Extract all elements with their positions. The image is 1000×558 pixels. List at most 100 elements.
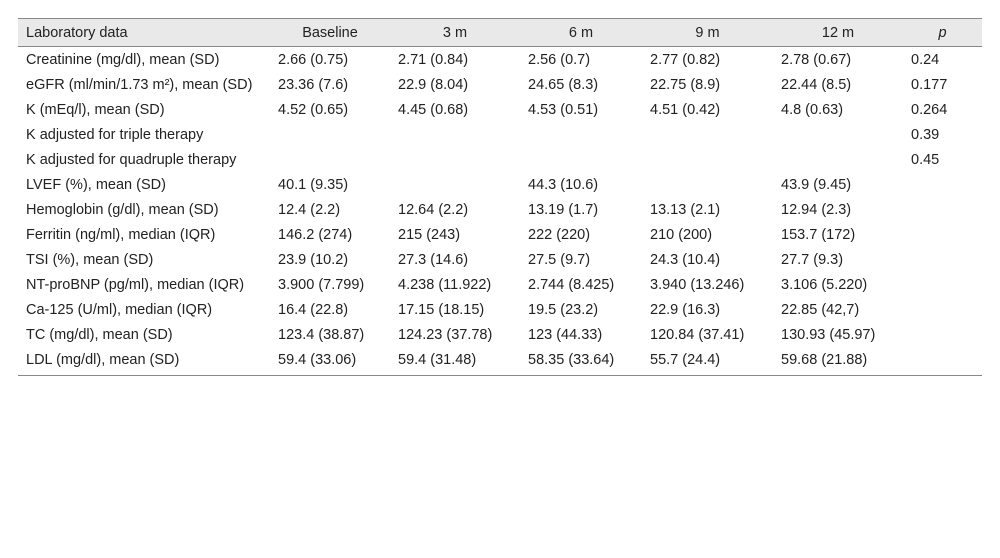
row-label: Hemoglobin (g/dl), mean (SD): [26, 202, 219, 218]
data-cell: 2.66 (0.75): [278, 52, 349, 68]
data-cell: 146.2 (274): [278, 227, 353, 243]
header-cell: 12 m: [773, 18, 903, 47]
empty-cell: [903, 172, 982, 197]
row-label: LVEF (%), mean (SD): [26, 177, 166, 193]
empty-cell: [642, 122, 773, 147]
data-cell: 12.64 (2.2): [398, 202, 469, 218]
data-cell: 22.44 (8.5): [781, 77, 852, 93]
data-cell: 22.9 (16.3): [650, 302, 721, 318]
empty-cell: [390, 122, 520, 147]
data-cell: 3.900 (7.799): [278, 277, 365, 293]
empty-cell: [903, 197, 982, 222]
data-cell: 19.5 (23.2): [528, 302, 599, 318]
table-row: K (mEq/l), mean (SD) 4.52 (0.65) 4.45 (0.6…: [18, 97, 982, 122]
data-cell: 222 (220): [528, 227, 591, 243]
data-cell: 4.53 (0.51): [528, 102, 599, 118]
data-cell: 22.9 (8.04): [398, 77, 469, 93]
data-cell: 58.35 (33.64): [520, 347, 642, 376]
data-cell: 55.7 (24.4): [642, 347, 773, 376]
data-cell: 27.5 (9.7): [528, 252, 591, 268]
data-cell: 44.3 (10.6): [528, 177, 599, 193]
row-label: Ca-125 (U/ml), median (IQR): [26, 302, 213, 318]
empty-cell: [270, 147, 390, 172]
data-cell: 4.52 (0.65): [278, 102, 349, 118]
empty-cell: [903, 297, 982, 322]
empty-cell: [903, 272, 982, 297]
data-cell: 153.7 (172): [781, 227, 856, 243]
row-label: LDL (mg/dl), mean (SD): [18, 347, 270, 376]
table-row: Ca-125 (U/ml), median (IQR) 16.4 (22.8) 17…: [18, 297, 982, 322]
data-cell: 4.8 (0.63): [781, 102, 844, 118]
empty-cell: [642, 172, 773, 197]
empty-cell: [390, 172, 520, 197]
data-cell: 120.84 (37.41): [650, 327, 745, 343]
data-cell: 12.94 (2.3): [781, 202, 852, 218]
data-cell: 0.177: [911, 77, 948, 93]
row-label: Ferritin (ng/ml), median (IQR): [26, 227, 216, 243]
table-body: Creatinine (mg/dl), mean (SD) 2.66 (0.75)…: [18, 47, 982, 376]
row-label: NT-proBNP (pg/ml), median (IQR): [26, 277, 245, 293]
empty-cell: [903, 347, 982, 376]
empty-cell: [903, 322, 982, 347]
data-cell: 4.51 (0.42): [650, 102, 721, 118]
data-cell: 13.19 (1.7): [528, 202, 599, 218]
table-row: eGFR (ml/min/1.73 m²), mean (SD) 23.36 (7…: [18, 72, 982, 97]
data-cell: 24.65 (8.3): [528, 77, 599, 93]
data-cell: 13.13 (2.1): [650, 202, 721, 218]
header-cell: 3 m: [390, 18, 520, 47]
table-row: Hemoglobin (g/dl), mean (SD) 12.4 (2.2) 12…: [18, 197, 982, 222]
header-cell: Laboratory data: [18, 18, 270, 47]
header-cell: 9 m: [642, 18, 773, 47]
empty-cell: [520, 147, 642, 172]
table-row: LDL (mg/dl), mean (SD) 59.4 (33.06) 59.4 (…: [18, 347, 982, 376]
table-row: TSI (%), mean (SD) 23.9 (10.2) 27.3 (14.6)…: [18, 247, 982, 272]
data-cell: 2.744 (8.425): [528, 277, 615, 293]
empty-cell: [773, 122, 903, 147]
row-label: K (mEq/l), mean (SD): [26, 102, 165, 118]
data-cell: 59.4 (31.48): [390, 347, 520, 376]
data-cell: 130.93 (45.97): [781, 327, 876, 343]
data-cell: 2.78 (0.67): [781, 52, 852, 68]
row-label: TSI (%), mean (SD): [26, 252, 154, 268]
data-cell: 17.15 (18.15): [398, 302, 485, 318]
data-cell: 215 (243): [398, 227, 461, 243]
table-row: LVEF (%), mean (SD) 40.1 (9.35) 44.3 (10.6…: [18, 172, 982, 197]
data-cell: 0.45: [911, 152, 940, 168]
data-cell: 2.77 (0.82): [650, 52, 721, 68]
data-cell: 4.238 (11.922): [398, 277, 492, 293]
data-cell: 2.71 (0.84): [398, 52, 469, 68]
data-cell: 24.3 (10.4): [650, 252, 721, 268]
data-cell: 3.940 (13.246): [650, 277, 745, 293]
row-label: K adjusted for quadruple therapy: [26, 152, 237, 168]
data-cell: 22.75 (8.9): [650, 77, 721, 93]
empty-cell: [520, 122, 642, 147]
row-label: Creatinine (mg/dl), mean (SD): [26, 52, 220, 68]
table-row: K adjusted for triple therapy 0.39: [18, 122, 982, 147]
data-cell: 59.4 (33.06): [270, 347, 390, 376]
empty-cell: [903, 222, 982, 247]
table-row: Creatinine (mg/dl), mean (SD) 2.66 (0.75)…: [18, 47, 982, 73]
empty-cell: [773, 147, 903, 172]
header-cell: 6 m: [520, 18, 642, 47]
empty-cell: [390, 147, 520, 172]
data-cell: 40.1 (9.35): [278, 177, 349, 193]
table-row: Ferritin (ng/ml), median (IQR) 146.2 (274…: [18, 222, 982, 247]
data-cell: 27.3 (14.6): [398, 252, 469, 268]
header-cell: p: [903, 18, 982, 47]
table-row: K adjusted for quadruple therapy 0.45: [18, 147, 982, 172]
data-cell: 27.7 (9.3): [781, 252, 844, 268]
data-cell: 3.106 (5.220): [781, 277, 868, 293]
row-label: TC (mg/dl), mean (SD): [26, 327, 173, 343]
row-label: eGFR (ml/min/1.73 m²), mean (SD): [26, 77, 253, 93]
data-cell: 23.9 (10.2): [278, 252, 349, 268]
data-cell: 22.85 (42,7): [781, 302, 860, 318]
empty-cell: [642, 147, 773, 172]
data-cell: 4.45 (0.68): [398, 102, 469, 118]
data-cell: 210 (200): [650, 227, 713, 243]
table-row: TC (mg/dl), mean (SD) 123.4 (38.87) 124.23…: [18, 322, 982, 347]
table-row: NT-proBNP (pg/ml), median (IQR) 3.900 (7.…: [18, 272, 982, 297]
data-cell: 124.23 (37.78): [398, 327, 493, 343]
